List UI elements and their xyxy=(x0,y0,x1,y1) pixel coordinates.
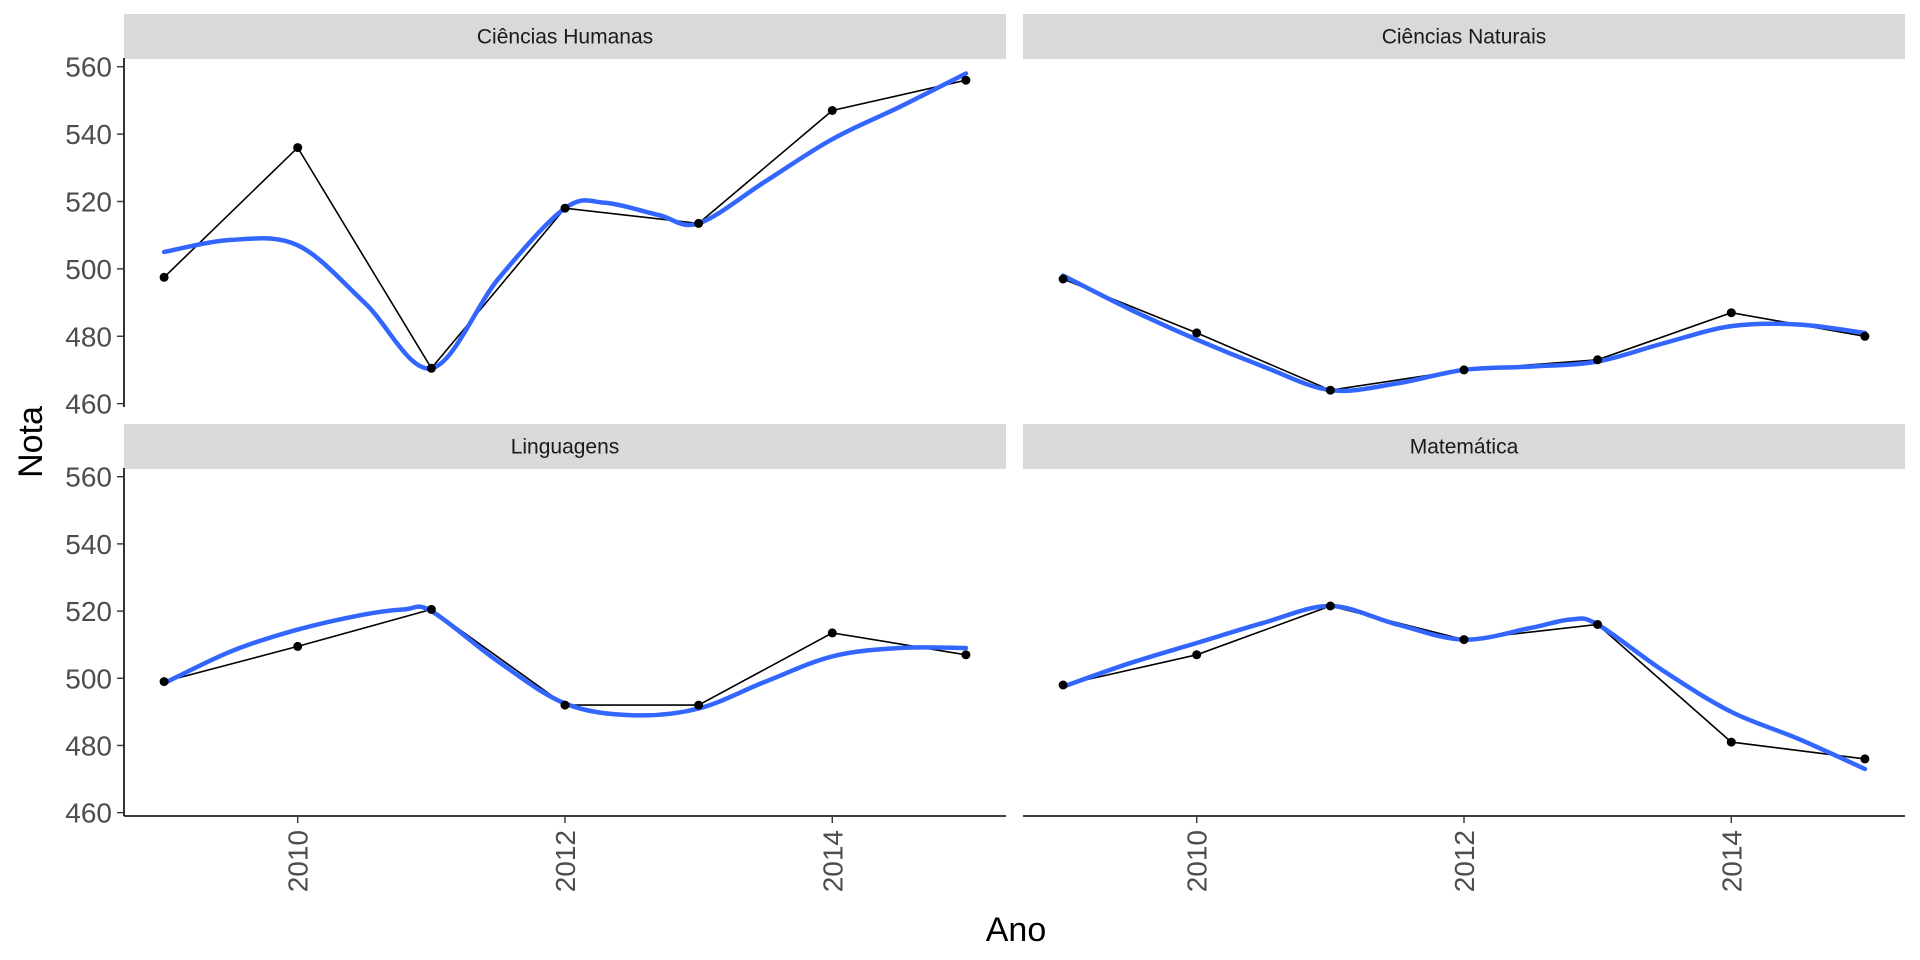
data-point xyxy=(1459,365,1469,375)
y-tick-label: 480 xyxy=(65,730,112,761)
y-tick-label: 500 xyxy=(65,254,112,285)
y-tick-label: 520 xyxy=(65,186,112,217)
y-tick-label: 540 xyxy=(65,529,112,560)
y-tick-label: 460 xyxy=(65,798,112,829)
x-tick-label: 2010 xyxy=(283,830,314,892)
facet-strip xyxy=(124,424,1006,469)
y-tick-label: 540 xyxy=(65,119,112,150)
data-point xyxy=(1325,601,1335,611)
facet-strip-label: Matemática xyxy=(1410,436,1519,459)
data-point xyxy=(827,106,837,115)
facet-strip-label: Ciências Naturais xyxy=(1382,26,1547,49)
data-point xyxy=(1192,328,1202,338)
data-point xyxy=(1192,650,1202,660)
data-point xyxy=(961,75,971,85)
panel: Linguagens 460 480 500 520 540 560 2010 2012 2014 xyxy=(65,424,1006,892)
y-axis-title: Nota xyxy=(12,406,50,478)
y-tick-label: 560 xyxy=(65,52,112,83)
x-tick-label: 2010 xyxy=(1182,830,1213,892)
panel: Ciências Naturais xyxy=(1023,14,1905,395)
data-point xyxy=(293,641,303,651)
data-point xyxy=(159,272,169,282)
data-point xyxy=(560,203,570,213)
data-point xyxy=(426,604,436,614)
data-point xyxy=(1459,635,1469,645)
y-tick-label: 480 xyxy=(65,321,112,352)
y-tick-label: 500 xyxy=(65,663,112,694)
data-point xyxy=(1593,355,1603,365)
data-point xyxy=(1593,620,1603,629)
data-point xyxy=(1726,737,1736,747)
facet-panels: Ciências Humanas460480500520540560Ciênci… xyxy=(65,14,1905,892)
x-axis-title: Ano xyxy=(986,911,1047,949)
facet-strip xyxy=(1023,14,1905,59)
series-line xyxy=(163,79,967,370)
data-point xyxy=(1058,274,1068,284)
data-point xyxy=(560,700,570,710)
facet-strip-label: Linguagens xyxy=(511,436,620,459)
y-tick-label: 560 xyxy=(65,462,112,493)
smooth-trend-line xyxy=(161,604,969,718)
data-point xyxy=(961,650,971,660)
x-tick-label: 2014 xyxy=(1716,830,1747,892)
data-point xyxy=(1726,308,1736,318)
series-line xyxy=(163,608,967,706)
y-tick-label: 520 xyxy=(65,596,112,627)
facet-strip xyxy=(124,14,1006,59)
smooth-trend-line xyxy=(1060,603,1868,772)
x-tick-label: 2012 xyxy=(550,830,581,892)
data-point xyxy=(159,677,169,687)
smooth-trend-line xyxy=(161,71,969,371)
x-tick-label: 2014 xyxy=(817,830,848,892)
data-point xyxy=(1325,385,1335,395)
panel: Ciências Humanas 460 480 500 520 540 560 xyxy=(65,14,1006,420)
facet-strip-label: Ciências Humanas xyxy=(477,26,653,49)
data-point xyxy=(1860,331,1870,341)
facet-strip xyxy=(1023,424,1905,469)
data-point xyxy=(1860,754,1870,764)
data-point xyxy=(1058,680,1068,690)
data-point xyxy=(426,363,436,373)
data-point xyxy=(694,218,704,228)
x-tick-label: 2012 xyxy=(1449,830,1480,892)
panel: Matemática 2010 2012 2014 xyxy=(1023,424,1905,892)
data-point xyxy=(694,700,704,710)
y-tick-label: 460 xyxy=(65,389,112,420)
data-point xyxy=(827,628,837,638)
series-line xyxy=(1062,605,1865,760)
data-point xyxy=(293,143,303,153)
